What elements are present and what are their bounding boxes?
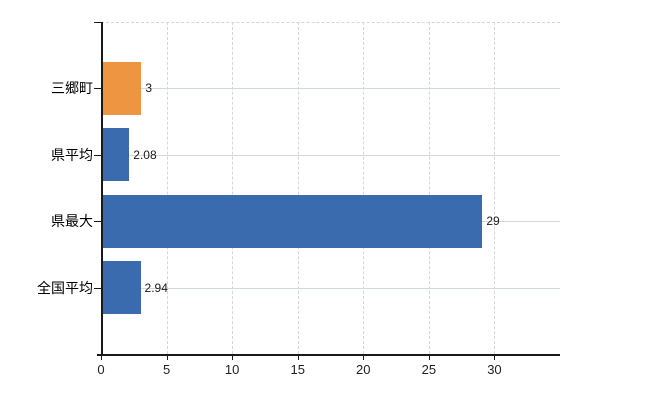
y-gridline (101, 88, 560, 90)
x-tick-label: 10 (224, 362, 240, 377)
category-label: 県平均 (51, 146, 93, 163)
category-tick (94, 88, 101, 90)
x-gridline (363, 22, 365, 354)
x-axis-line (97, 354, 560, 356)
x-gridline (232, 22, 234, 354)
x-tick (101, 355, 102, 360)
x-tick-label: 0 (97, 362, 105, 377)
category-tick (94, 154, 101, 156)
x-tick-label: 25 (421, 362, 437, 377)
category-label: 三郷町 (51, 80, 93, 97)
category-tick (94, 221, 101, 223)
plot-top-border (101, 22, 560, 23)
x-tick (494, 355, 496, 360)
y-axis-top-tick (94, 22, 101, 23)
bar-value-label: 2.94 (144, 280, 168, 295)
x-tick (363, 355, 365, 360)
x-gridline (494, 22, 496, 354)
x-tick-label: 5 (162, 362, 171, 377)
x-tick-label: 30 (487, 362, 502, 377)
x-tick (428, 355, 430, 360)
bar (102, 261, 141, 315)
bar-value-label: 2.08 (133, 147, 157, 162)
x-tick (166, 355, 168, 360)
y-axis-line (101, 22, 103, 355)
bar-value-label: 3 (145, 81, 153, 96)
x-gridline (297, 22, 299, 354)
x-tick-label: 20 (356, 362, 371, 377)
x-tick (232, 355, 234, 360)
y-gridline (101, 154, 560, 156)
x-gridline (166, 22, 168, 354)
x-tick-label: 15 (290, 362, 305, 377)
bar (102, 61, 142, 115)
bar-value-label: 29 (486, 214, 500, 229)
x-gridline (428, 22, 430, 354)
category-tick (94, 287, 101, 289)
bar (102, 194, 483, 248)
y-gridline (101, 287, 560, 289)
x-tick (297, 355, 299, 360)
category-label: 県最大 (51, 213, 93, 230)
category-label: 全国平均 (37, 279, 93, 296)
bar (102, 128, 130, 182)
